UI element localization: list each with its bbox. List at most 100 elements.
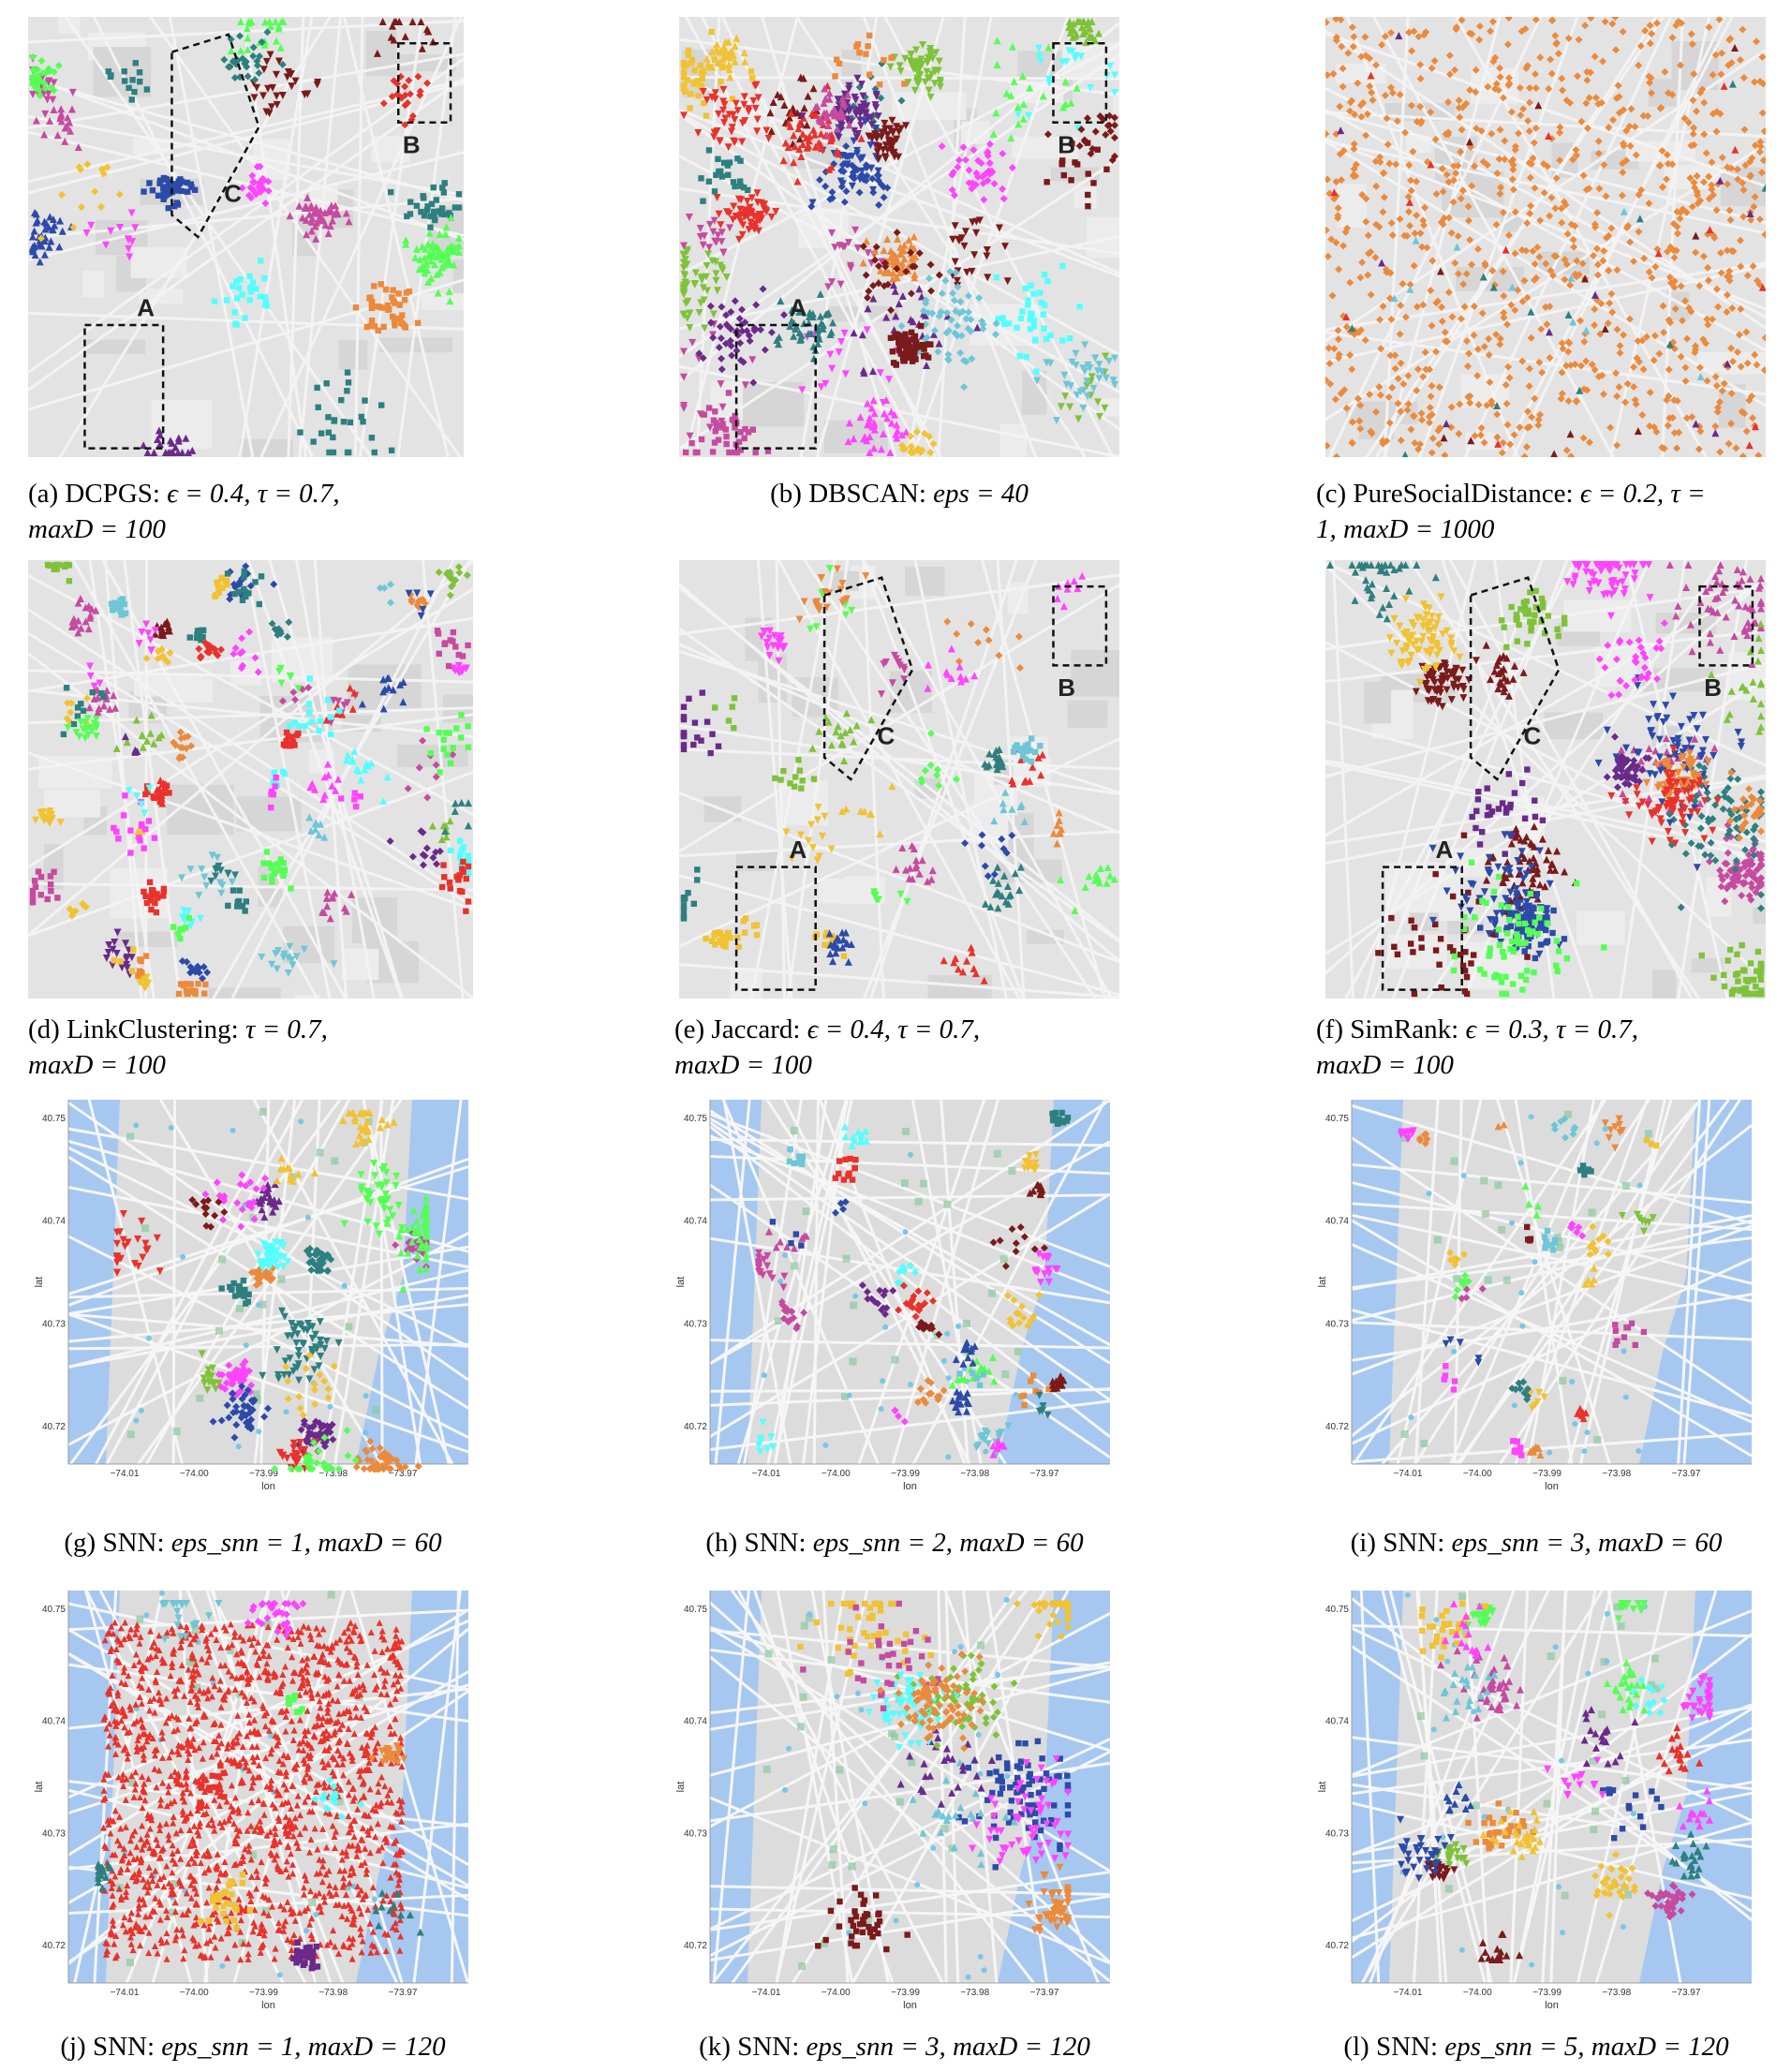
cluster-points bbox=[797, 1600, 1072, 1953]
x-tick-label: −73.99 bbox=[249, 1469, 278, 1479]
region-label: A bbox=[137, 294, 155, 322]
x-tick-label: −74.00 bbox=[180, 1469, 209, 1479]
y-axis-label: lat bbox=[34, 1277, 45, 1288]
panel-d-caption: (d) LinkClustering: τ = 0.7, maxD = 100 bbox=[28, 1014, 328, 1080]
x-tick-label: −74.01 bbox=[752, 1988, 781, 1998]
x-tick-label: −73.99 bbox=[891, 1988, 920, 1998]
axes: 40.75 40.74 40.73 40.72 −74.01 −74.00 −73.99 −7… bbox=[34, 1100, 468, 1492]
panel-h-plot: 40.75 40.74 40.73 40.72 −74.01 −74.00 −73.99 −7… bbox=[674, 1094, 1119, 1506]
x-tick-label: −74.00 bbox=[1463, 1988, 1492, 1998]
region-box-A: A bbox=[734, 294, 817, 450]
x-tick-label: −73.98 bbox=[318, 1469, 348, 1479]
panel-a-map: A B C bbox=[28, 17, 464, 457]
x-axis-label: lon bbox=[1545, 2000, 1559, 2011]
region-label: C bbox=[224, 179, 242, 207]
y-tick-label: 40.74 bbox=[684, 1717, 707, 1727]
y-tick-label: 40.73 bbox=[1325, 1319, 1349, 1329]
region-box-B: B bbox=[1698, 585, 1754, 702]
x-tick-label: −73.98 bbox=[1602, 1469, 1631, 1479]
x-axis-label: lon bbox=[903, 1481, 917, 1492]
axes: 40.75 40.74 40.73 40.72 −74.01 −74.00 −73.99 −7… bbox=[675, 1591, 1110, 2011]
cluster-points bbox=[680, 18, 1118, 456]
region-box-A: A bbox=[83, 294, 165, 450]
y-tick-label: 40.74 bbox=[1325, 1717, 1349, 1727]
cluster-points bbox=[755, 1109, 1072, 1458]
x-tick-label: −74.01 bbox=[1394, 1988, 1423, 1998]
panel-f-caption: (f) SimRank: ϵ = 0.3, τ = 0.7, maxD = 100 bbox=[1316, 1014, 1638, 1080]
y-axis-label: lat bbox=[675, 1277, 687, 1288]
y-tick-label: 40.72 bbox=[684, 1422, 707, 1432]
region-box-B: B bbox=[397, 41, 452, 159]
y-tick-label: 40.75 bbox=[42, 1605, 66, 1615]
y-tick-label: 40.74 bbox=[42, 1217, 66, 1227]
x-tick-label: −74.00 bbox=[180, 1988, 209, 1998]
x-tick-label: −73.99 bbox=[249, 1988, 278, 1998]
region-label: A bbox=[790, 836, 807, 864]
cluster-points bbox=[95, 1600, 424, 1972]
panel-b-caption: (b) DBSCAN: eps = 40 bbox=[770, 479, 1029, 509]
x-tick-label: −74.01 bbox=[111, 1469, 140, 1479]
panel-g-plot: 40.75 40.74 40.73 40.72 −74.01 −74.00 −73.99 −7… bbox=[33, 1094, 478, 1506]
x-tick-label: −73.97 bbox=[389, 1469, 418, 1479]
panel-a-plot: A B C bbox=[28, 17, 464, 457]
y-axis-label: lat bbox=[1317, 1277, 1328, 1288]
map-base bbox=[1316, 1585, 1761, 2025]
panel-a-caption: (a) DCPGS: ϵ = 0.4, τ = 0.7, maxD = 100 bbox=[28, 479, 340, 544]
y-tick-label: 40.72 bbox=[42, 1941, 66, 1951]
region-label: B bbox=[403, 131, 421, 159]
panel-k-plot: 40.75 40.74 40.73 40.72 −74.01 −74.00 −73.99 −7… bbox=[674, 1585, 1119, 2025]
panel-l-map: 40.75 40.74 40.73 40.72 −74.01 −74.00 −73.99 −7… bbox=[1316, 1585, 1761, 2025]
y-tick-label: 40.72 bbox=[684, 1941, 707, 1951]
region-box-C: C bbox=[170, 33, 260, 239]
panel-g-caption: (g) SNN: eps_snn = 1, maxD = 60 bbox=[64, 1528, 442, 1558]
region-label: A bbox=[790, 294, 807, 322]
panel-f-map: A B C bbox=[1325, 560, 1766, 999]
panel-e-plot: A B C bbox=[679, 560, 1119, 999]
cluster-points bbox=[680, 565, 1118, 984]
cluster-points bbox=[1397, 1600, 1713, 1963]
axes: 40.75 40.74 40.73 40.72 −74.01 −74.00 −73.99 −7… bbox=[1317, 1591, 1752, 2011]
x-tick-label: −73.99 bbox=[1532, 1988, 1562, 1998]
x-tick-label: −73.98 bbox=[318, 1988, 348, 1998]
panel-l-caption: (l) SNN: eps_snn = 5, maxD = 120 bbox=[1343, 2032, 1729, 2062]
y-tick-label: 40.72 bbox=[42, 1422, 66, 1432]
map-base bbox=[33, 1094, 478, 1506]
y-tick-label: 40.75 bbox=[1325, 1605, 1349, 1615]
x-tick-label: −73.99 bbox=[891, 1469, 920, 1479]
cluster-points bbox=[99, 1619, 407, 1963]
y-tick-label: 40.73 bbox=[684, 1319, 707, 1329]
x-tick-label: −73.97 bbox=[1672, 1988, 1701, 1998]
x-tick-label: −73.97 bbox=[389, 1988, 418, 1998]
x-tick-label: −73.98 bbox=[1602, 1988, 1631, 1998]
y-tick-label: 40.74 bbox=[42, 1717, 66, 1727]
panel-l-plot: 40.75 40.74 40.73 40.72 −74.01 −74.00 −73.99 −7… bbox=[1316, 1585, 1761, 2025]
panel-j-plot: 40.75 40.74 40.73 40.72 −74.01 −74.00 −73.99 −7… bbox=[33, 1585, 478, 2025]
cluster-points bbox=[1325, 17, 1766, 457]
region-box-B: B bbox=[1052, 585, 1108, 702]
x-tick-label: −74.00 bbox=[1463, 1469, 1492, 1479]
y-tick-label: 40.75 bbox=[684, 1114, 707, 1124]
y-tick-label: 40.75 bbox=[42, 1114, 66, 1124]
x-tick-label: −74.00 bbox=[821, 1469, 851, 1479]
x-tick-label: −74.01 bbox=[111, 1988, 140, 1998]
x-tick-label: −73.98 bbox=[960, 1988, 989, 1998]
y-tick-label: 40.73 bbox=[1325, 1828, 1349, 1839]
region-label: A bbox=[1436, 836, 1454, 864]
cluster-points bbox=[1397, 1115, 1660, 1459]
x-tick-label: −74.01 bbox=[1394, 1469, 1423, 1479]
panel-h-map: 40.75 40.74 40.73 40.72 −74.01 −74.00 −73.99 −7… bbox=[674, 1094, 1119, 1506]
region-label: C bbox=[878, 722, 896, 750]
cluster-points bbox=[1326, 561, 1765, 998]
panel-g-map: 40.75 40.74 40.73 40.72 −74.01 −74.00 −73.99 −7… bbox=[33, 1094, 478, 1506]
region-label: B bbox=[1058, 131, 1075, 159]
x-tick-label: −74.01 bbox=[752, 1469, 781, 1479]
panel-d-plot bbox=[28, 560, 473, 999]
panel-i-map: 40.75 40.74 40.73 40.72 −74.01 −74.00 −73.99 −7… bbox=[1316, 1094, 1761, 1506]
y-tick-label: 40.72 bbox=[1325, 1422, 1349, 1432]
map-base bbox=[1316, 1094, 1761, 1506]
region-label: B bbox=[1704, 673, 1722, 702]
x-tick-label: −73.97 bbox=[1030, 1988, 1059, 1998]
panel-c-map bbox=[1325, 17, 1766, 457]
panel-j-caption: (j) SNN: eps_snn = 1, maxD = 120 bbox=[60, 2032, 446, 2062]
